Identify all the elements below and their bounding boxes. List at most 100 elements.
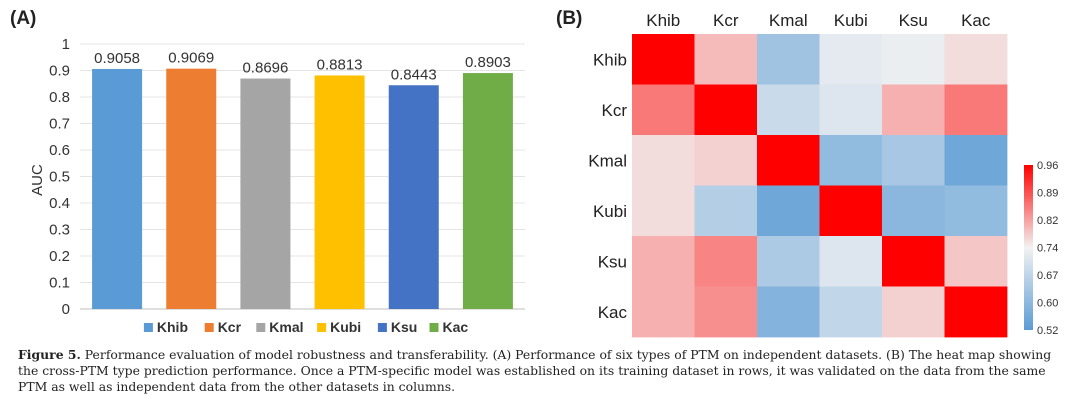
legend-swatch-kac bbox=[429, 323, 439, 332]
heatmap-cell bbox=[944, 135, 1008, 186]
heatmap-cell bbox=[757, 236, 820, 287]
colorbar-tick-label: 0.89 bbox=[1037, 188, 1058, 200]
heatmap-cell bbox=[632, 236, 695, 287]
legend-swatch-kubi bbox=[317, 323, 327, 332]
y-tick-label: 0.4 bbox=[49, 195, 70, 212]
legend-label-kcr: Kcr bbox=[218, 319, 242, 335]
bar-ksu bbox=[388, 85, 439, 309]
col-label-ksu: Ksu bbox=[899, 11, 928, 30]
col-label-kac: Kac bbox=[961, 11, 991, 30]
heatmap-cell bbox=[819, 34, 883, 85]
figure-caption: Figure 5. Performance evaluation of mode… bbox=[18, 347, 1068, 395]
y-tick-label: 0.2 bbox=[49, 248, 70, 265]
row-label-kac: Kac bbox=[598, 303, 628, 322]
y-tick-label: 0.6 bbox=[49, 142, 70, 159]
heatmap-cell bbox=[632, 34, 695, 85]
heatmap-cell bbox=[632, 135, 695, 186]
row-label-kcr: Kcr bbox=[602, 101, 628, 120]
bar-value-label: 0.8696 bbox=[242, 60, 288, 77]
heatmap-cell bbox=[819, 236, 883, 287]
bar-kubi bbox=[314, 75, 365, 309]
y-tick-label: 0.9 bbox=[49, 63, 70, 80]
bar-value-label: 0.8903 bbox=[465, 54, 511, 71]
bar-chart-auc: (A) 0 0.1 0.2 0.3 0.4 0.5 0.6 0.7 0.8 0.9 1 AUC 0.905… bbox=[10, 8, 525, 335]
y-tick-label: 0.3 bbox=[49, 222, 70, 239]
col-label-kmal: Kmal bbox=[769, 11, 808, 30]
y-tick-label: 0 bbox=[62, 301, 70, 318]
heatmap-cell bbox=[944, 34, 1008, 85]
bar-khib bbox=[92, 68, 143, 309]
heatmap-cell bbox=[757, 135, 820, 186]
heatmap-cell bbox=[694, 84, 758, 136]
heatmap-cell bbox=[632, 185, 695, 237]
heatmap-cell bbox=[944, 286, 1008, 338]
heatmap-cell bbox=[757, 185, 820, 237]
heatmap-cell bbox=[944, 185, 1008, 237]
colorbar-tick-label: 0.52 bbox=[1037, 325, 1058, 337]
heatmap-cross-ptm: (B) Khib Kcr Kmal Kubi Ksu Kac Khib Kcr Kmal Kubi K… bbox=[556, 8, 1058, 338]
row-label-ksu: Ksu bbox=[598, 252, 627, 271]
heatmap-cell bbox=[819, 135, 883, 186]
heatmap-cell bbox=[757, 84, 820, 136]
row-label-kubi: Kubi bbox=[593, 202, 627, 221]
legend-label-kmal: Kmal bbox=[269, 319, 303, 335]
legend-swatch-kmal bbox=[256, 323, 266, 332]
colorbar-tick-label: 0.74 bbox=[1037, 243, 1058, 255]
y-tick-label: 0.1 bbox=[49, 275, 70, 292]
heatmap-cell bbox=[694, 135, 758, 186]
heatmap-cell bbox=[882, 286, 945, 338]
col-label-kubi: Kubi bbox=[834, 11, 868, 30]
col-label-khib: Khib bbox=[646, 11, 680, 30]
y-axis-title: AUC bbox=[29, 164, 46, 196]
heatmap-cell bbox=[819, 286, 883, 338]
bar-kac bbox=[462, 73, 513, 310]
y-tick-label: 0.8 bbox=[49, 89, 70, 106]
caption-label: Figure 5. bbox=[18, 347, 81, 362]
y-tick-label: 0.5 bbox=[49, 169, 70, 186]
y-tick-label: 1 bbox=[62, 36, 70, 53]
heatmap-cell bbox=[882, 84, 945, 136]
bar-value-label: 0.8443 bbox=[391, 66, 437, 83]
heatmap-cell bbox=[819, 185, 883, 237]
heatmap-cell bbox=[882, 135, 945, 186]
heatmap-cell bbox=[632, 286, 695, 338]
legend-swatch-kcr bbox=[204, 323, 214, 332]
heatmap-cell bbox=[694, 286, 758, 338]
bar-kmal bbox=[240, 78, 291, 309]
heatmap-cell bbox=[944, 236, 1008, 287]
heatmap-cell bbox=[944, 84, 1008, 136]
colorbar-tick-label: 0.82 bbox=[1037, 215, 1058, 227]
legend-label-ksu: Ksu bbox=[391, 319, 417, 335]
heatmap-cell bbox=[757, 286, 820, 338]
legend-label-kac: Kac bbox=[443, 319, 469, 335]
panel-label-a: (A) bbox=[10, 8, 36, 29]
legend-swatch-ksu bbox=[377, 323, 387, 332]
heatmap-cell bbox=[819, 84, 883, 136]
bar-kcr bbox=[166, 68, 217, 309]
heatmap-cell bbox=[694, 236, 758, 287]
y-tick-label: 0.7 bbox=[49, 116, 70, 133]
bar-value-label: 0.8813 bbox=[317, 56, 363, 73]
heatmap-cell bbox=[632, 84, 695, 136]
legend-label-kubi: Kubi bbox=[330, 319, 361, 335]
heatmap-cell bbox=[882, 34, 945, 85]
colorbar-tick-label: 0.67 bbox=[1037, 270, 1058, 282]
bar-value-label: 0.9069 bbox=[168, 50, 214, 67]
heatmap-cell bbox=[882, 185, 945, 237]
heatmap-cell bbox=[757, 34, 820, 85]
colorbar bbox=[1024, 165, 1033, 330]
panel-label-b: (B) bbox=[556, 8, 582, 29]
legend-label-khib: Khib bbox=[157, 319, 188, 335]
legend-swatch-khib bbox=[143, 323, 153, 332]
row-label-kmal: Kmal bbox=[588, 151, 627, 170]
colorbar-tick-label: 0.96 bbox=[1037, 160, 1058, 172]
heatmap-cell bbox=[694, 185, 758, 237]
heatmap-cell bbox=[694, 34, 758, 85]
heatmap-cell bbox=[882, 236, 945, 287]
row-label-khib: Khib bbox=[593, 50, 627, 69]
colorbar-tick-label: 0.60 bbox=[1037, 298, 1058, 310]
bar-value-label: 0.9058 bbox=[94, 50, 140, 67]
col-label-kcr: Kcr bbox=[713, 11, 739, 30]
caption-text: Performance evaluation of model robustne… bbox=[18, 347, 1052, 394]
